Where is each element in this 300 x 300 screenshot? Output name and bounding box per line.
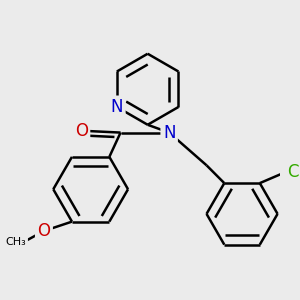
Text: N: N [163,124,175,142]
Text: Cl: Cl [287,163,300,181]
Text: O: O [38,222,50,240]
Text: CH₃: CH₃ [5,237,26,247]
Text: O: O [75,122,88,140]
Text: N: N [111,98,123,116]
